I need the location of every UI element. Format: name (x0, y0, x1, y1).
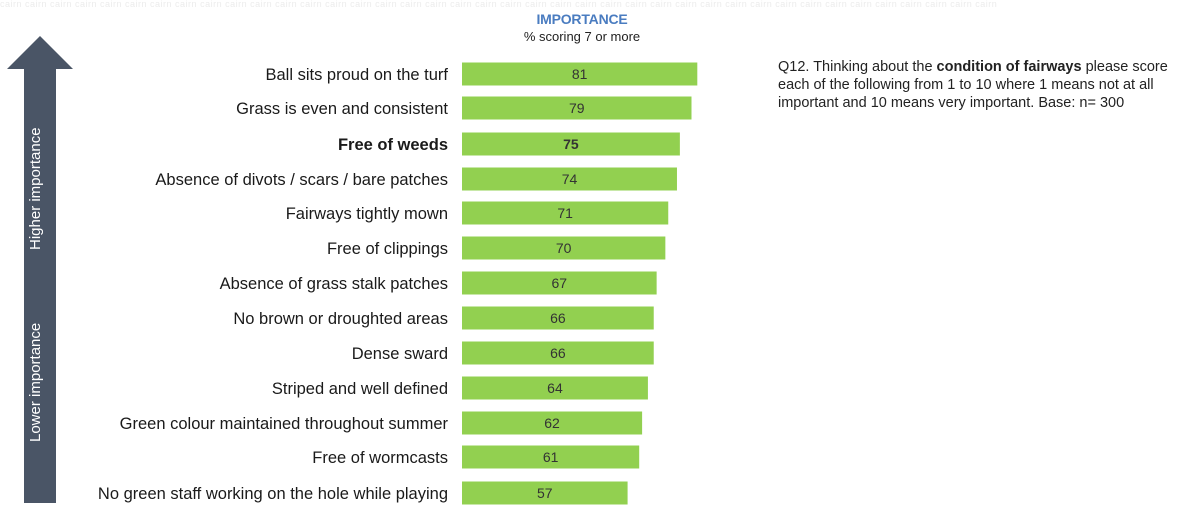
category-label: Ball sits proud on the turf (265, 66, 448, 84)
question-text: Q12. Thinking about the condition of fai… (778, 58, 1198, 112)
question-suffix: please score each of the following from … (778, 59, 1168, 111)
category-label: Free of weeds (338, 136, 448, 154)
bar (462, 481, 628, 505)
arrow-shape (7, 36, 73, 503)
bar (462, 306, 654, 330)
bar-value-label: 66 (550, 310, 566, 326)
importance-arrow-icon (7, 36, 73, 503)
question-prefix: Q12. Thinking about the (778, 59, 937, 75)
bar-value-label: 75 (563, 136, 579, 152)
category-label: Absence of divots / scars / bare patches (155, 171, 448, 189)
bar-value-label: 66 (550, 345, 566, 361)
bar (462, 201, 669, 225)
bar-value-label: 64 (547, 380, 563, 396)
bar (462, 96, 692, 120)
bar (462, 445, 640, 469)
bar-value-label: 57 (537, 485, 553, 501)
chart-header: IMPORTANCE % scoring 7 or more (482, 10, 682, 46)
category-label: Dense sward (352, 345, 448, 363)
bar (462, 271, 657, 295)
category-label: Absence of grass stalk patches (220, 275, 448, 293)
bar (462, 341, 654, 365)
bar (462, 62, 698, 86)
bar-value-label: 74 (562, 171, 578, 187)
category-label: Free of clippings (327, 240, 448, 258)
bar-chart: Ball sits proud on the turf 81 Grass is ev… (98, 62, 698, 505)
bar (462, 167, 677, 191)
category-label: Striped and well defined (272, 380, 448, 398)
bar-value-label: 81 (572, 66, 588, 82)
chart-subtitle: % scoring 7 or more (523, 29, 641, 44)
category-label: No brown or droughted areas (233, 310, 448, 328)
category-label: Grass is even and consistent (236, 100, 448, 118)
category-label: Fairways tightly mown (286, 205, 448, 223)
bar (462, 236, 666, 260)
bar-value-label: 62 (544, 415, 560, 431)
bar (462, 132, 680, 156)
background-watermark: cairn cairn cairn cairn cairn cairn cair… (0, 0, 998, 8)
bar-value-label: 70 (556, 240, 572, 256)
question-emphasis: condition of fairways (936, 59, 1082, 75)
bar-value-label: 71 (557, 205, 573, 221)
category-label: Green colour maintained throughout summe… (120, 415, 449, 433)
bar-value-label: 67 (552, 275, 568, 291)
bar-value-label: 61 (543, 449, 559, 465)
bar (462, 376, 648, 400)
bar (462, 411, 643, 435)
category-label: No green staff working on the hole while… (98, 485, 448, 503)
chart-title: IMPORTANCE (536, 11, 628, 27)
bar-value-label: 79 (569, 100, 585, 116)
category-label: Free of wormcasts (312, 449, 448, 467)
